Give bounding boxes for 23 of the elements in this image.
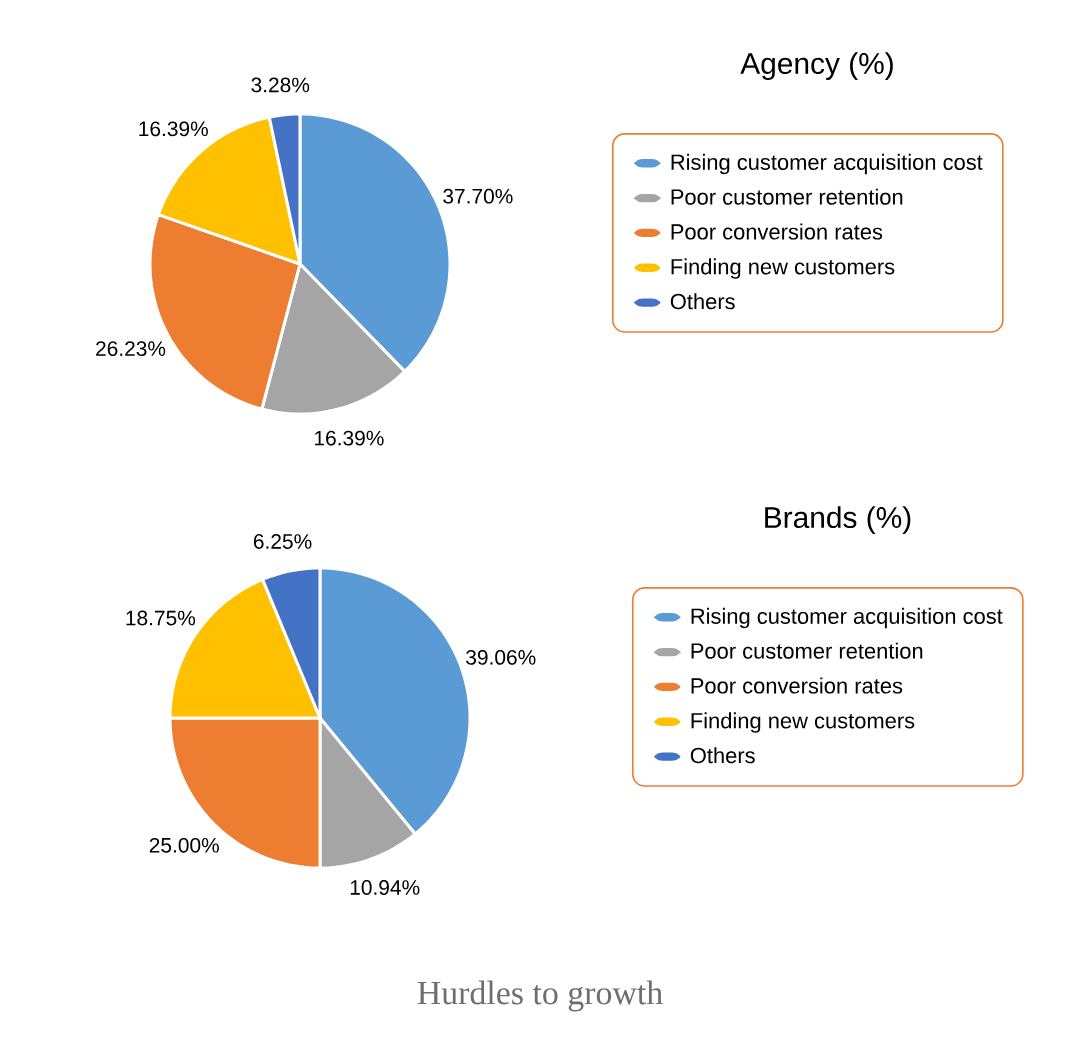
data-label: 6.25% [253,534,312,549]
chart-title: Agency (%) [740,52,893,80]
legend-label: Poor customer retention [671,188,903,205]
chart-title: Brands (%) [765,506,911,534]
legend-label: Finding new customers [671,258,895,279]
data-label: 18.75% [126,610,196,626]
data-label: 3.28% [251,77,310,93]
legend-label: Poor conversion rates [671,223,883,240]
legend-label: Poor conversion rates [691,677,903,694]
legend-label: Rising customer acquisition cost [691,607,1003,629]
legend-label: Rising customer acquisition cost [671,153,983,175]
legend-label: Others [690,747,755,764]
data-label: 37.70% [443,188,513,204]
data-label: 39.06% [466,649,536,665]
data-label: 16.39% [315,430,384,446]
text: Hurdles to growth [417,980,663,1012]
data-label: 25.00% [149,837,219,853]
data-label: 16.39% [139,121,208,137]
data-label: 26.23% [96,341,166,357]
legend-label: Poor customer retention [691,642,923,659]
legend-label: Others [670,293,735,310]
legend-label: Finding new customers [691,712,915,733]
data-label: 10.94% [350,880,420,895]
